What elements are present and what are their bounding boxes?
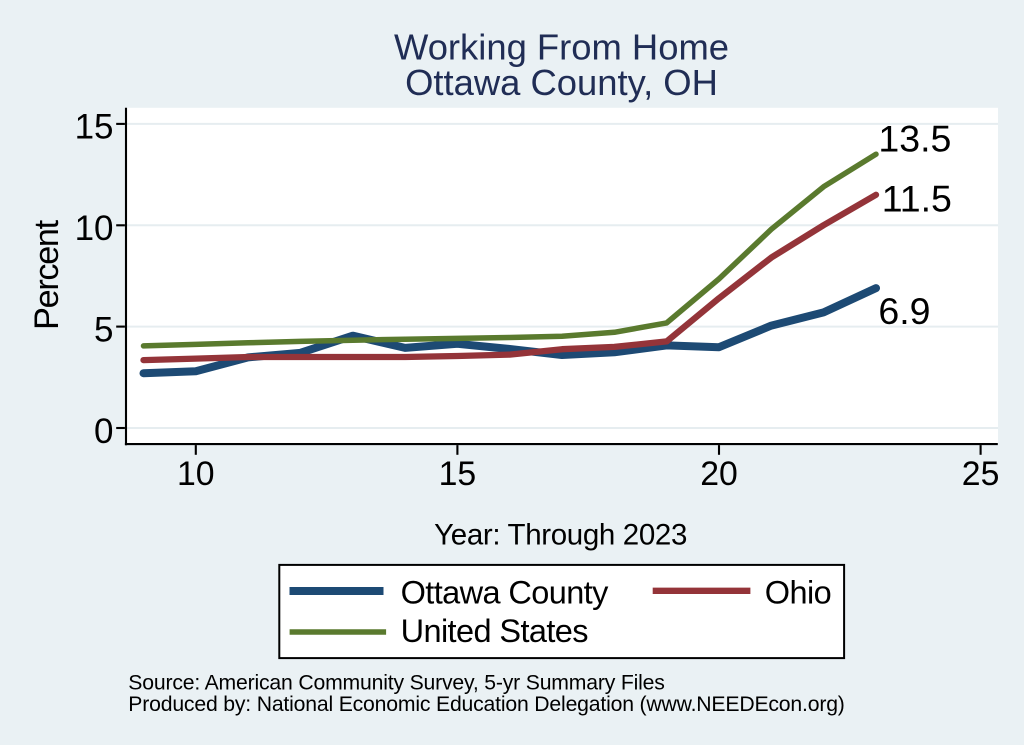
svg-text:Source: American Community Sur: Source: American Community Survey, 5-yr … [128, 672, 664, 695]
svg-text:Year: Through 2023: Year: Through 2023 [434, 519, 687, 552]
svg-text:6.9: 6.9 [878, 290, 930, 332]
svg-text:15: 15 [75, 108, 114, 147]
svg-text:11.5: 11.5 [882, 178, 952, 220]
svg-text:Produced by: National Economic: Produced by: National Economic Education… [128, 693, 844, 716]
svg-text:10: 10 [177, 455, 215, 493]
svg-text:0: 0 [94, 412, 113, 451]
svg-text:United States: United States [401, 613, 589, 649]
svg-text:20: 20 [700, 455, 738, 493]
svg-text:Ottawa County, OH: Ottawa County, OH [405, 62, 718, 103]
svg-text:Ohio: Ohio [765, 574, 831, 610]
svg-text:10: 10 [75, 209, 114, 248]
svg-text:Percent: Percent [28, 219, 66, 330]
svg-text:Working From Home: Working From Home [394, 27, 729, 68]
svg-text:Ottawa County: Ottawa County [401, 574, 610, 610]
svg-text:5: 5 [94, 310, 113, 349]
svg-text:13.5: 13.5 [878, 117, 951, 159]
svg-text:25: 25 [962, 455, 1000, 493]
svg-text:15: 15 [439, 455, 477, 493]
